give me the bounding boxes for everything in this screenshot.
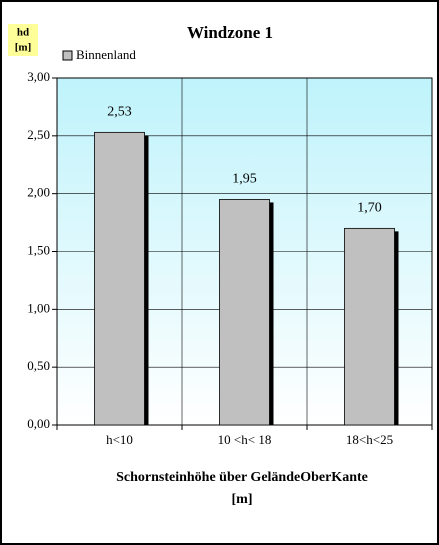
- bar: [219, 199, 270, 426]
- x-tick-label: 10 <h< 18: [218, 432, 272, 447]
- y-tick-label: 1,00: [27, 300, 50, 315]
- x-axis-label: [m]: [232, 492, 253, 507]
- legend-swatch: [62, 50, 73, 61]
- value-label: 2,53: [107, 105, 132, 120]
- y-tick-label: 0,50: [27, 358, 50, 373]
- y-tick-label: 3,00: [27, 69, 50, 84]
- y-label: [m]: [15, 42, 32, 54]
- bar: [344, 227, 395, 426]
- x-tick-label: h<10: [106, 432, 133, 447]
- x-axis-label: Schornsteinhöhe über GeländeOberKante: [116, 470, 368, 485]
- bar: [94, 131, 145, 426]
- x-tick-label: 18<h<25: [346, 432, 393, 447]
- y-label: hd: [17, 27, 29, 39]
- y-tick-label: 2,50: [27, 127, 50, 142]
- value-label: 1,95: [232, 172, 257, 187]
- y-label-box: [8, 24, 38, 56]
- y-tick-label: 1,50: [27, 242, 50, 257]
- y-tick-label: 2,00: [27, 185, 50, 200]
- chart-title: Windzone 1: [187, 23, 273, 42]
- y-tick-label: 0,00: [27, 416, 50, 431]
- value-label: 1,70: [357, 201, 382, 216]
- legend-label: Binnenland: [76, 47, 136, 62]
